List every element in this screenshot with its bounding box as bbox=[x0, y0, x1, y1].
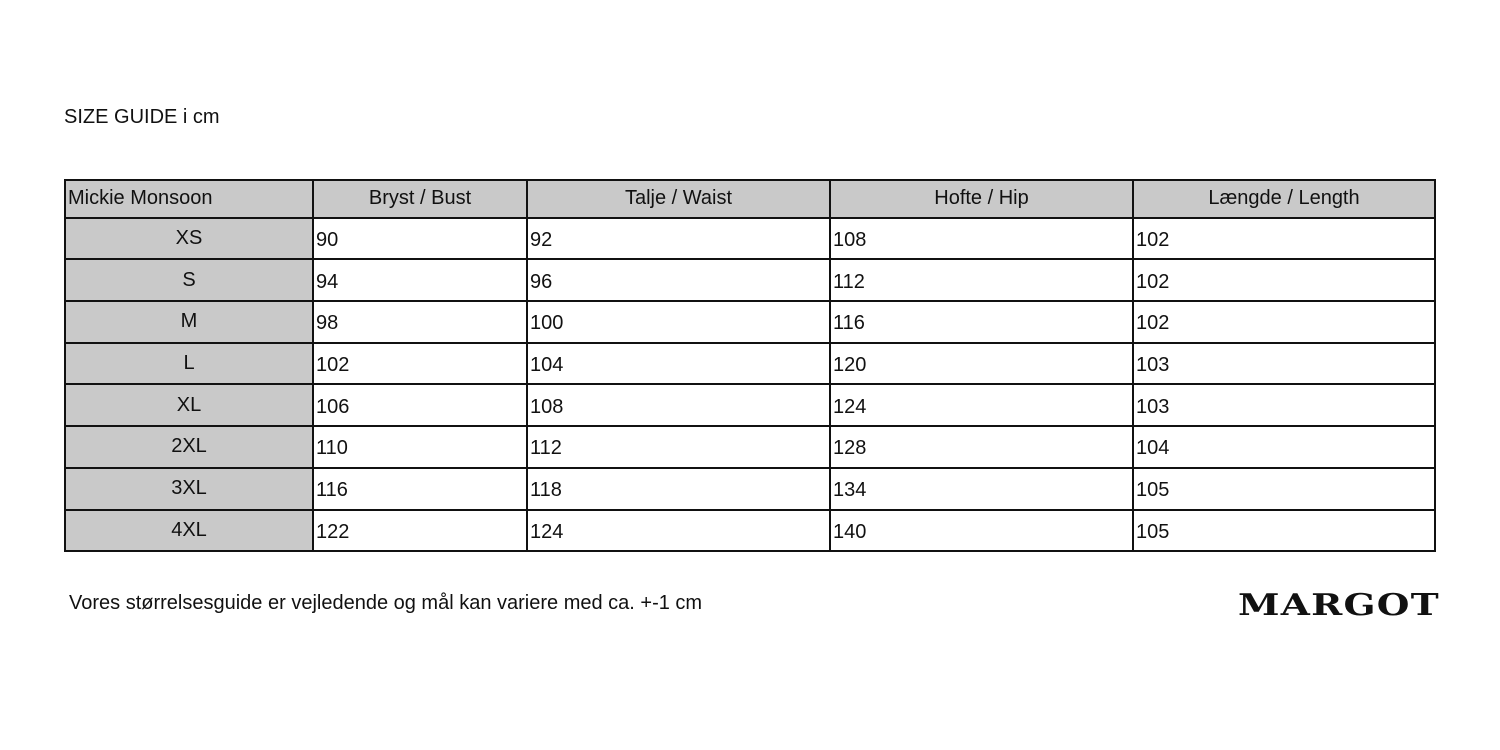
measurement-cell: 104 bbox=[1132, 425, 1436, 469]
measurement-cell: 116 bbox=[829, 300, 1134, 344]
size-table: Mickie Monsoon Bryst / Bust Talje / Waist H… bbox=[64, 179, 1436, 553]
measurement-cell: 90 bbox=[312, 216, 528, 261]
measurement-cell: 92 bbox=[526, 216, 831, 261]
measurement-cell: 108 bbox=[829, 216, 1134, 261]
column-header: Længde / Length bbox=[1132, 179, 1436, 219]
page-title: SIZE GUIDE i cm bbox=[64, 106, 220, 128]
measurement-cell: 103 bbox=[1132, 341, 1436, 386]
size-label-cell: XL bbox=[64, 383, 314, 428]
measurement-cell: 106 bbox=[312, 383, 528, 428]
measurement-cell: 105 bbox=[1132, 508, 1436, 553]
disclaimer-note: Vores størrelsesguide er vejledende og m… bbox=[69, 592, 703, 614]
margot-logo: MARGOT bbox=[1238, 588, 1440, 623]
table-row: 4XL 122 124 140 105 bbox=[64, 508, 1436, 553]
measurement-cell: 110 bbox=[312, 425, 528, 469]
table-row: 2XL 110 112 128 104 bbox=[64, 425, 1436, 469]
size-label-cell: M bbox=[64, 300, 314, 344]
column-header: Hofte / Hip bbox=[829, 179, 1134, 219]
measurement-cell: 112 bbox=[829, 258, 1134, 303]
size-label-cell: L bbox=[64, 341, 314, 386]
measurement-cell: 124 bbox=[526, 508, 831, 553]
measurement-cell: 102 bbox=[1132, 258, 1436, 303]
size-label-cell: S bbox=[64, 258, 314, 303]
measurement-cell: 128 bbox=[829, 425, 1134, 469]
table-row: XL 106 108 124 103 bbox=[64, 383, 1436, 428]
size-label-cell: XS bbox=[64, 216, 314, 261]
column-header: Talje / Waist bbox=[526, 179, 831, 219]
table-row: M 98 100 116 102 bbox=[64, 300, 1436, 344]
measurement-cell: 96 bbox=[526, 258, 831, 303]
measurement-cell: 104 bbox=[526, 341, 831, 386]
size-label-cell: 4XL bbox=[64, 508, 314, 553]
size-label-cell: 2XL bbox=[64, 425, 314, 469]
measurement-cell: 94 bbox=[312, 258, 528, 303]
measurement-cell: 118 bbox=[526, 466, 831, 511]
measurement-cell: 105 bbox=[1132, 466, 1436, 511]
measurement-cell: 140 bbox=[829, 508, 1134, 553]
measurement-cell: 108 bbox=[526, 383, 831, 428]
measurement-cell: 98 bbox=[312, 300, 528, 344]
table-row: XS 90 92 108 102 bbox=[64, 216, 1436, 261]
measurement-cell: 103 bbox=[1132, 383, 1436, 428]
measurement-cell: 120 bbox=[829, 341, 1134, 386]
measurement-cell: 112 bbox=[526, 425, 831, 469]
measurement-cell: 102 bbox=[1132, 300, 1436, 344]
measurement-cell: 102 bbox=[312, 341, 528, 386]
table-header-row: Mickie Monsoon Bryst / Bust Talje / Waist H… bbox=[64, 179, 1436, 219]
column-header: Mickie Monsoon bbox=[64, 179, 314, 219]
size-label-cell: 3XL bbox=[64, 466, 314, 511]
table-row: S 94 96 112 102 bbox=[64, 258, 1436, 303]
table-row: L 102 104 120 103 bbox=[64, 341, 1436, 386]
measurement-cell: 116 bbox=[312, 466, 528, 511]
measurement-cell: 124 bbox=[829, 383, 1134, 428]
measurement-cell: 100 bbox=[526, 300, 831, 344]
measurement-cell: 134 bbox=[829, 466, 1134, 511]
table-row: 3XL 116 118 134 105 bbox=[64, 466, 1436, 511]
column-header: Bryst / Bust bbox=[312, 179, 528, 219]
measurement-cell: 102 bbox=[1132, 216, 1436, 261]
measurement-cell: 122 bbox=[312, 508, 528, 553]
